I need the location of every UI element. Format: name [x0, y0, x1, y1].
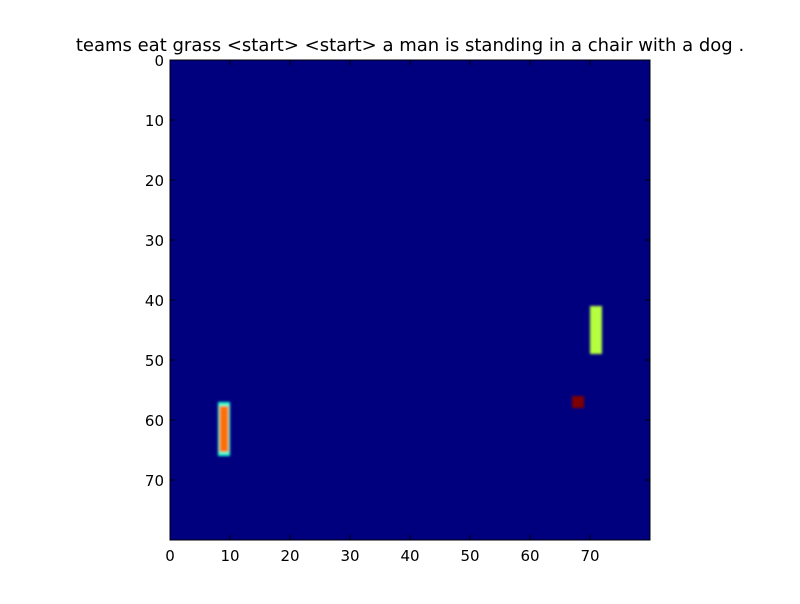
y-tick-label: 10 [145, 112, 164, 130]
chart-title: teams eat grass <start> <start> a man is… [75, 35, 745, 56]
x-tick-label: 10 [220, 547, 239, 565]
y-tick-label: 20 [145, 172, 164, 190]
heatmap-region [590, 306, 602, 354]
x-tick-label: 60 [520, 547, 539, 565]
y-tick-label: 70 [145, 472, 164, 490]
y-tick-label: 40 [145, 292, 164, 310]
heatmap-region [218, 402, 230, 456]
y-tick-label: 60 [145, 412, 164, 430]
x-tick-label: 40 [400, 547, 419, 565]
x-tick-label: 30 [340, 547, 359, 565]
x-tick-label: 70 [580, 547, 599, 565]
x-tick-label: 20 [280, 547, 299, 565]
x-tick-label: 50 [460, 547, 479, 565]
y-tick-label: 0 [154, 52, 164, 70]
x-tick-label: 0 [165, 547, 175, 565]
y-tick-label: 30 [145, 232, 164, 250]
plot-background [170, 60, 650, 540]
y-tick-label: 50 [145, 352, 164, 370]
heatmap-region [572, 396, 584, 408]
